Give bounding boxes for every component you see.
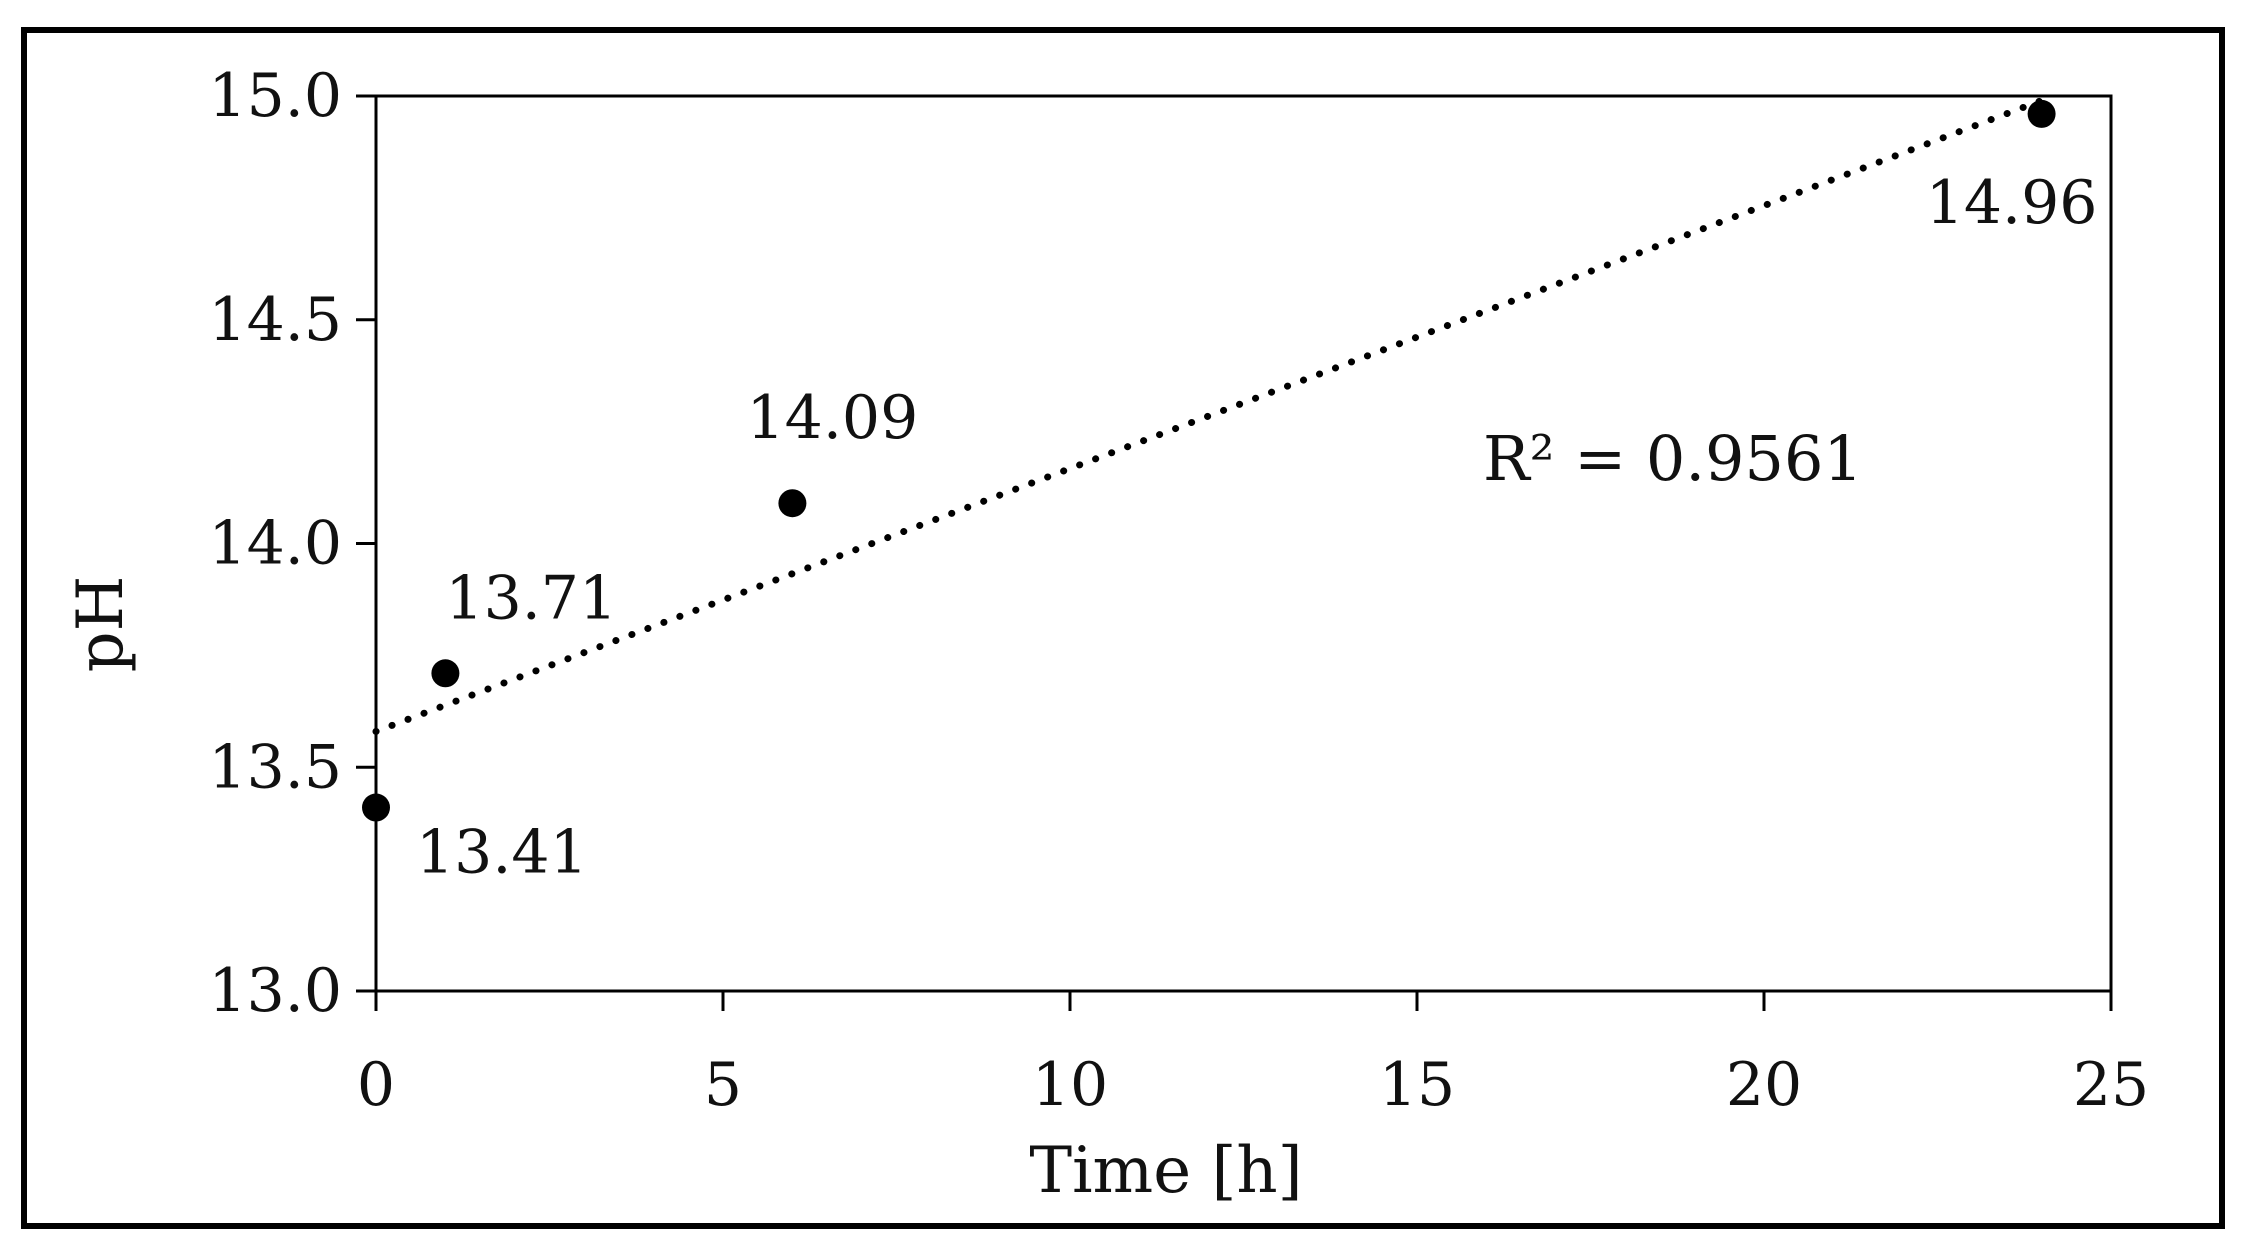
x-tick-label: 10 <box>1032 1050 1108 1120</box>
outer-frame <box>21 27 2225 1229</box>
x-tick-label: 0 <box>357 1050 395 1120</box>
y-tick-label: 13.0 <box>208 956 342 1026</box>
x-tick-label: 20 <box>1726 1050 1802 1120</box>
data-label: 13.41 <box>416 818 588 888</box>
trendline-layer <box>372 96 2046 735</box>
x-axis-title: Time [h] <box>1029 1134 1302 1208</box>
data-label: 13.71 <box>445 563 617 633</box>
data-labels: 13.41 13.71 14.09 14.96 <box>416 168 2097 888</box>
y-tick-label: 15.0 <box>208 61 342 131</box>
x-tick-label: 25 <box>2073 1050 2149 1120</box>
y-tick-label: 14.0 <box>208 509 342 579</box>
data-point <box>362 793 390 822</box>
data-label: 14.09 <box>747 383 919 453</box>
data-point <box>778 489 807 518</box>
data-points <box>362 99 2056 822</box>
trendline <box>372 96 2046 735</box>
x-axis-ticks: 0 5 10 15 20 25 <box>357 991 2149 1120</box>
r-squared-annotation: R² = 0.9561 <box>1483 422 1863 495</box>
data-point <box>431 659 460 688</box>
y-tick-label: 13.5 <box>208 732 342 802</box>
y-tick-label: 14.5 <box>208 285 342 355</box>
y-axis-title: pH <box>64 576 138 673</box>
y-axis-ticks: 13.0 13.5 14.0 14.5 15.0 <box>208 61 376 1026</box>
x-tick-label: 5 <box>704 1050 742 1120</box>
x-tick-label: 15 <box>1379 1050 1455 1120</box>
data-label: 14.96 <box>1926 168 2098 238</box>
data-point <box>2027 99 2056 128</box>
